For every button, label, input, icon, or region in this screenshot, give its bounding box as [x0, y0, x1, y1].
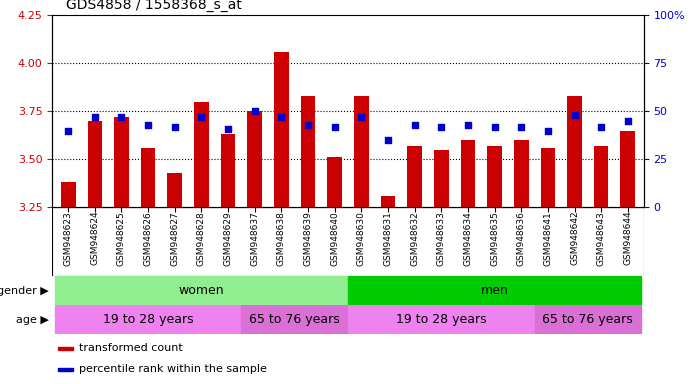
Point	[489, 124, 500, 130]
Text: GSM948640: GSM948640	[330, 211, 339, 266]
Text: GSM948635: GSM948635	[490, 211, 499, 266]
Text: 65 to 76 years: 65 to 76 years	[249, 313, 340, 326]
Point	[382, 137, 393, 143]
Bar	[594, 146, 608, 207]
Point	[63, 127, 74, 134]
Bar	[88, 121, 102, 207]
Text: GSM948636: GSM948636	[516, 211, 525, 266]
Text: 19 to 28 years: 19 to 28 years	[103, 313, 193, 326]
Point	[329, 124, 340, 130]
Point	[436, 124, 447, 130]
Text: GSM948630: GSM948630	[357, 211, 366, 266]
Text: GSM948634: GSM948634	[464, 211, 473, 266]
Bar	[620, 131, 635, 207]
Bar	[381, 196, 395, 207]
Point	[622, 118, 633, 124]
Text: GSM948627: GSM948627	[171, 211, 180, 266]
Point	[116, 114, 127, 120]
Bar	[301, 96, 315, 207]
Text: women: women	[179, 285, 224, 297]
Point	[196, 114, 207, 120]
Bar	[194, 102, 209, 207]
Bar	[58, 346, 73, 349]
Text: percentile rank within the sample: percentile rank within the sample	[79, 364, 267, 374]
Bar	[58, 367, 73, 371]
Text: GSM948628: GSM948628	[197, 211, 206, 266]
Text: GSM948631: GSM948631	[383, 211, 393, 266]
Bar	[168, 173, 182, 207]
Bar	[221, 134, 235, 207]
Text: GSM948624: GSM948624	[90, 211, 100, 265]
Text: GSM948633: GSM948633	[437, 211, 445, 266]
Point	[596, 124, 607, 130]
Bar	[348, 276, 641, 305]
Bar	[274, 52, 289, 207]
Text: 19 to 28 years: 19 to 28 years	[396, 313, 487, 326]
Bar	[461, 140, 475, 207]
Bar	[541, 148, 555, 207]
Text: GSM948643: GSM948643	[596, 211, 606, 266]
Text: GSM948641: GSM948641	[544, 211, 553, 266]
Bar	[354, 96, 369, 207]
Text: GSM948644: GSM948644	[624, 211, 632, 265]
Text: GSM948629: GSM948629	[223, 211, 232, 266]
Text: GDS4858 / 1558368_s_at: GDS4858 / 1558368_s_at	[66, 0, 242, 12]
Text: GSM948639: GSM948639	[303, 211, 313, 266]
Text: GSM948626: GSM948626	[143, 211, 152, 266]
Bar	[61, 182, 76, 207]
Point	[542, 127, 553, 134]
Point	[409, 122, 420, 128]
Point	[89, 114, 100, 120]
Point	[169, 124, 180, 130]
Point	[356, 114, 367, 120]
Bar	[242, 305, 348, 334]
Text: GSM948623: GSM948623	[64, 211, 72, 266]
Bar	[348, 305, 535, 334]
Text: age ▶: age ▶	[16, 314, 49, 325]
Bar	[407, 146, 422, 207]
Bar	[55, 276, 348, 305]
Point	[223, 126, 234, 132]
Bar	[141, 148, 155, 207]
Bar	[55, 305, 242, 334]
Point	[249, 108, 260, 114]
Point	[143, 122, 154, 128]
Bar	[434, 150, 449, 207]
Text: men: men	[481, 285, 509, 297]
Bar	[114, 117, 129, 207]
Point	[569, 112, 580, 118]
Point	[516, 124, 527, 130]
Bar	[247, 111, 262, 207]
Text: GSM948638: GSM948638	[277, 211, 286, 266]
Point	[462, 122, 473, 128]
Text: GSM948642: GSM948642	[570, 211, 579, 265]
Text: GSM948632: GSM948632	[410, 211, 419, 266]
Text: GSM948637: GSM948637	[251, 211, 259, 266]
Text: 65 to 76 years: 65 to 76 years	[542, 313, 633, 326]
Text: GSM948625: GSM948625	[117, 211, 126, 266]
Text: gender ▶: gender ▶	[0, 286, 49, 296]
Bar	[487, 146, 502, 207]
Bar	[535, 305, 641, 334]
Text: transformed count: transformed count	[79, 343, 182, 353]
Point	[276, 114, 287, 120]
Bar	[567, 96, 582, 207]
Bar	[327, 157, 342, 207]
Point	[303, 122, 314, 128]
Bar	[514, 140, 528, 207]
